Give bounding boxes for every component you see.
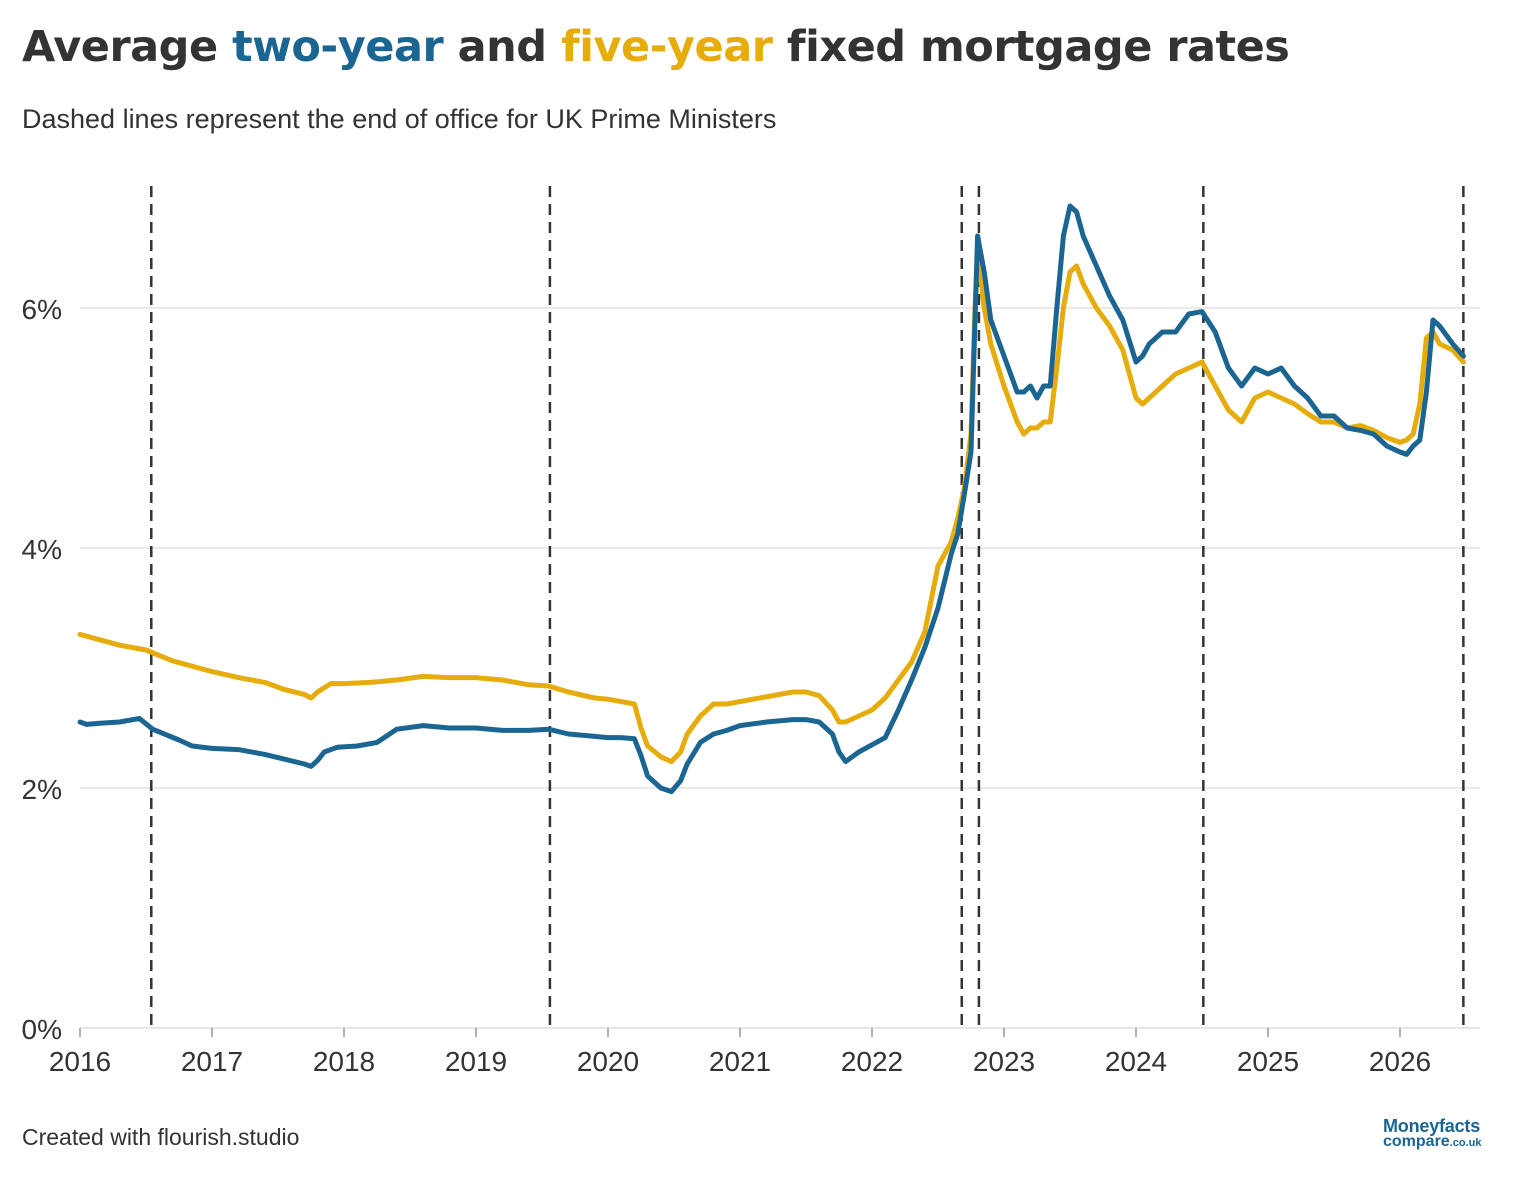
x-tick-label: 2016 xyxy=(49,1046,111,1077)
footer-credit: Created with flourish.studio xyxy=(22,1124,300,1150)
series-line-two-year xyxy=(77,203,1466,795)
axis-layer: 0% 2% 4% 6% 2016 2017 2018 2019 2020 2021 2022 2023… xyxy=(22,294,1480,1077)
x-tick-label: 2020 xyxy=(577,1046,639,1077)
logo-line2: compare.co.uk xyxy=(1383,1134,1503,1150)
x-tick-label: 2022 xyxy=(841,1046,903,1077)
series-layer xyxy=(77,203,1466,795)
title-five-year: five-year xyxy=(561,22,773,72)
logo-tld: .co.uk xyxy=(1449,1137,1482,1149)
title-middle: and xyxy=(443,22,562,72)
x-tick-label: 2023 xyxy=(973,1046,1035,1077)
x-tick-label: 2019 xyxy=(445,1046,507,1077)
title-prefix: Average xyxy=(22,22,233,72)
chart-title: Average two-year and five-year fixed mor… xyxy=(22,22,1290,72)
title-suffix: fixed mortgage rates xyxy=(772,22,1290,72)
pm-end-of-office-lines xyxy=(150,186,1465,1028)
logo-line1: Moneyfacts xyxy=(1383,1116,1481,1136)
chart-subtitle: Dashed lines represent the end of office… xyxy=(22,104,777,134)
x-tick-label: 2024 xyxy=(1105,1046,1167,1077)
mortgage-rates-chart: 0% 2% 4% 6% 2016 2017 2018 2019 2020 2021 2022 2023… xyxy=(22,186,1480,1077)
x-tick-label: 2018 xyxy=(313,1046,375,1077)
x-tick-label: 2025 xyxy=(1237,1046,1299,1077)
x-tick-label: 2021 xyxy=(709,1046,771,1077)
y-tick-label: 4% xyxy=(22,534,62,565)
logo-line2-text: compare xyxy=(1383,1133,1450,1150)
x-tick-label: 2026 xyxy=(1369,1046,1431,1077)
x-tick-label: 2017 xyxy=(181,1046,243,1077)
y-tick-label: 2% xyxy=(22,774,62,805)
y-tick-label: 6% xyxy=(22,294,62,325)
moneyfacts-logo: Moneyfacts compare.co.uk xyxy=(1383,1117,1503,1150)
title-two-year: two-year xyxy=(232,22,444,72)
grid-layer xyxy=(80,307,1480,789)
series-line-five-year xyxy=(77,245,1466,765)
y-tick-label: 0% xyxy=(22,1014,62,1045)
